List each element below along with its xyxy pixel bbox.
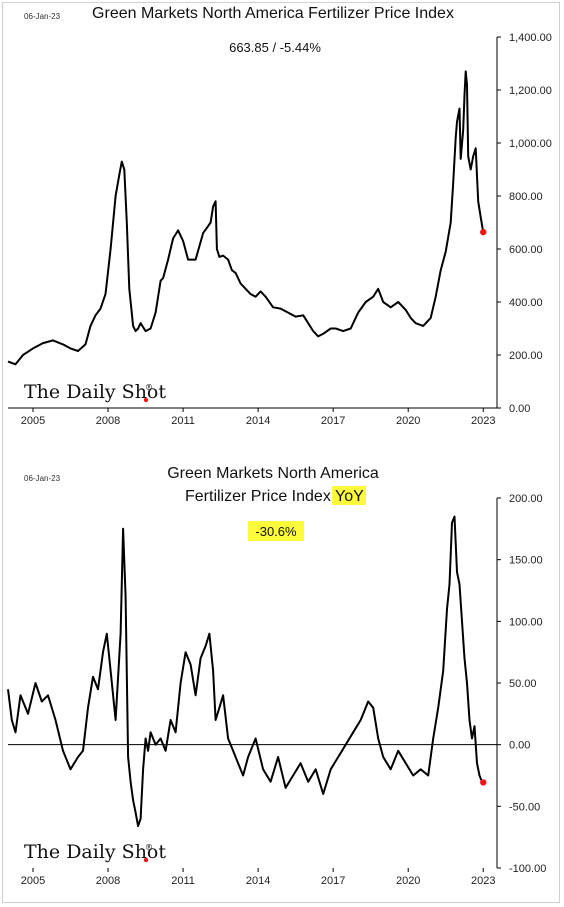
x-tick-label: 2017	[321, 415, 345, 427]
brand-text: The Daily Shot	[24, 841, 166, 863]
y-tick-label: 400.00	[509, 297, 543, 309]
y-tick-label: 1,200.00	[509, 85, 552, 97]
y-tick-label: 0.00	[509, 403, 530, 415]
y-tick-label: 800.00	[509, 191, 543, 203]
x-tick-label: 2008	[96, 415, 120, 427]
latest-value-label: 663.85 / -5.44%	[229, 40, 321, 55]
chart-title-line-2: Fertilizer Price Index	[185, 488, 331, 505]
registered-mark: ®	[145, 843, 153, 852]
y-tick-label: 100.00	[509, 616, 543, 628]
brand-logo: The Daily Shot ®	[24, 381, 166, 403]
last-value-marker	[480, 779, 487, 786]
brand-logo: The Daily Shot ®	[24, 841, 166, 863]
x-tick-label: 2005	[21, 875, 45, 887]
brand-dot	[143, 857, 149, 863]
y-tick-label: -50.00	[509, 801, 540, 813]
y-tick-label: 150.00	[509, 555, 543, 567]
y-tick-label: 200.00	[509, 493, 543, 505]
title-highlight	[332, 486, 366, 505]
x-tick-label: 2014	[246, 415, 270, 427]
x-tick-label: 2005	[21, 415, 45, 427]
x-tick-label: 2020	[396, 415, 420, 427]
x-tick-label: 2023	[471, 875, 495, 887]
x-tick-label: 2017	[321, 875, 345, 887]
chart-title-line-1: Green Markets North America	[167, 465, 379, 482]
date-label: 06-Jan-23	[24, 12, 61, 21]
brand-dot	[143, 397, 149, 403]
y-tick-label: 1,000.00	[509, 138, 552, 150]
registered-mark: ®	[145, 383, 153, 392]
last-value-marker	[480, 228, 487, 236]
chart-yoy: 06-Jan-23 Green Markets North America Fe…	[7, 465, 546, 887]
chart-title-highlight-text: YoY	[335, 488, 364, 505]
series-line	[7, 515, 484, 828]
date-label: 06-Jan-23	[24, 474, 61, 483]
y-tick-label: -100.00	[509, 863, 546, 875]
x-tick-label: 2008	[96, 875, 120, 887]
y-tick-label: 50.00	[509, 678, 537, 690]
y-tick-label: 0.00	[509, 740, 530, 752]
y-tick-label: 600.00	[509, 244, 543, 256]
value-highlight	[248, 521, 304, 541]
series-line	[7, 70, 485, 366]
x-tick-label: 2023	[471, 415, 495, 427]
y-tick-label: 200.00	[509, 350, 543, 362]
latest-value-label: -30.6%	[255, 524, 297, 539]
x-tick-label: 2011	[171, 415, 195, 427]
y-tick-label: 1,400.00	[509, 32, 552, 44]
x-tick-label: 2014	[246, 875, 270, 887]
chart-title: Green Markets North America Fertilizer P…	[92, 5, 454, 22]
x-tick-label: 2011	[171, 875, 195, 887]
chart-price-index: 06-Jan-23 Green Markets North America Fe…	[7, 5, 552, 427]
brand-text: The Daily Shot	[24, 381, 166, 403]
x-tick-label: 2020	[396, 875, 420, 887]
